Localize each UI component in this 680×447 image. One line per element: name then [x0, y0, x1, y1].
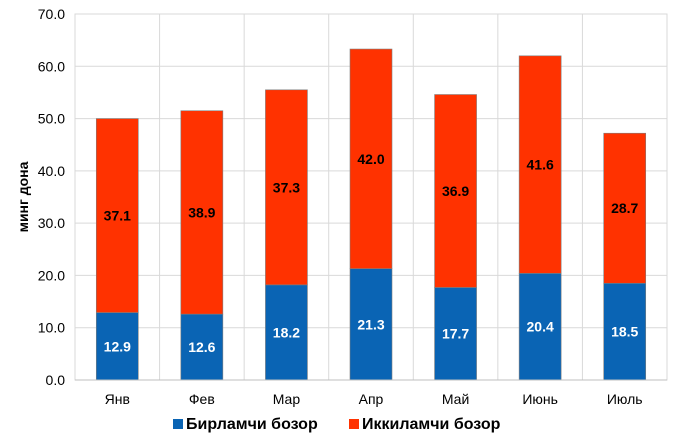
legend-label-secondary-market: Иккиламчи бозор [362, 416, 501, 433]
data-label-secondary-market: 41.6 [527, 157, 554, 173]
y-tick-label: 60.0 [38, 58, 65, 74]
legend: Бирламчи бозор Иккиламчи бозор [173, 416, 501, 433]
y-tick-label: 30.0 [38, 215, 65, 231]
x-axis: Янв Фев Мар Апр Май Июнь Июль [75, 379, 667, 407]
bar-segment-secondary-market [434, 94, 477, 288]
y-axis-title: минг дона [15, 161, 31, 232]
bar-segment-secondary-market [603, 132, 647, 284]
x-tick-label: Май [442, 391, 469, 407]
data-label-primary-market: 18.2 [273, 324, 300, 340]
gridlines [75, 13, 667, 380]
bar-segment-primary-market [349, 268, 393, 381]
bars: 12.9 37.1 12.6 38.9 18.2 37.3 21.3 42.0 17.7 36.9… [95, 48, 647, 381]
y-tick-label: 70.0 [38, 6, 65, 22]
data-label-primary-market: 21.3 [357, 316, 384, 332]
data-label-secondary-market: 36.9 [442, 183, 469, 199]
legend-label-primary-market: Бирламчи бозор [186, 416, 318, 433]
x-tick-label: Мар [273, 391, 301, 407]
x-tick-label: Янв [105, 391, 130, 407]
x-tick-label: Апр [359, 391, 384, 407]
data-label-secondary-market: 37.1 [104, 208, 131, 224]
bar-segment-primary-market [518, 273, 562, 381]
legend-swatch-primary-market [173, 419, 183, 429]
y-tick-label: 40.0 [38, 163, 65, 179]
data-label-primary-market: 12.9 [104, 338, 131, 354]
data-label-primary-market: 12.6 [188, 339, 215, 355]
data-label-secondary-market: 28.7 [611, 200, 638, 216]
x-tick-label: Июль [607, 391, 643, 407]
data-label-primary-market: 18.5 [611, 324, 638, 340]
data-label-secondary-market: 42.0 [357, 151, 384, 167]
bar-segment-secondary-market [180, 110, 224, 315]
legend-swatch-secondary-market [349, 419, 359, 429]
data-label-secondary-market: 37.3 [273, 179, 300, 195]
bar-segment-primary-market [180, 313, 224, 381]
bar-segment-secondary-market [95, 118, 139, 313]
bar-segment-primary-market [95, 312, 139, 381]
data-label-primary-market: 17.7 [442, 326, 469, 342]
y-tick-label: 0.0 [46, 372, 66, 388]
y-tick-label: 20.0 [38, 267, 65, 283]
bar-segment-primary-market [434, 287, 477, 381]
y-axis: 0.0 10.0 20.0 30.0 40.0 50.0 60.0 70.0 [38, 6, 65, 388]
x-tick-label: Июнь [522, 391, 558, 407]
x-tick-label: Фев [189, 391, 215, 407]
bar-segment-primary-market [265, 284, 308, 381]
bar-segment-secondary-market [265, 89, 308, 286]
bar-segment-secondary-market [349, 48, 393, 269]
data-label-primary-market: 20.4 [527, 319, 554, 335]
data-label-secondary-market: 38.9 [188, 204, 215, 220]
y-tick-label: 50.0 [38, 111, 65, 127]
bar-segment-secondary-market [518, 55, 562, 274]
y-tick-label: 10.0 [38, 320, 65, 336]
